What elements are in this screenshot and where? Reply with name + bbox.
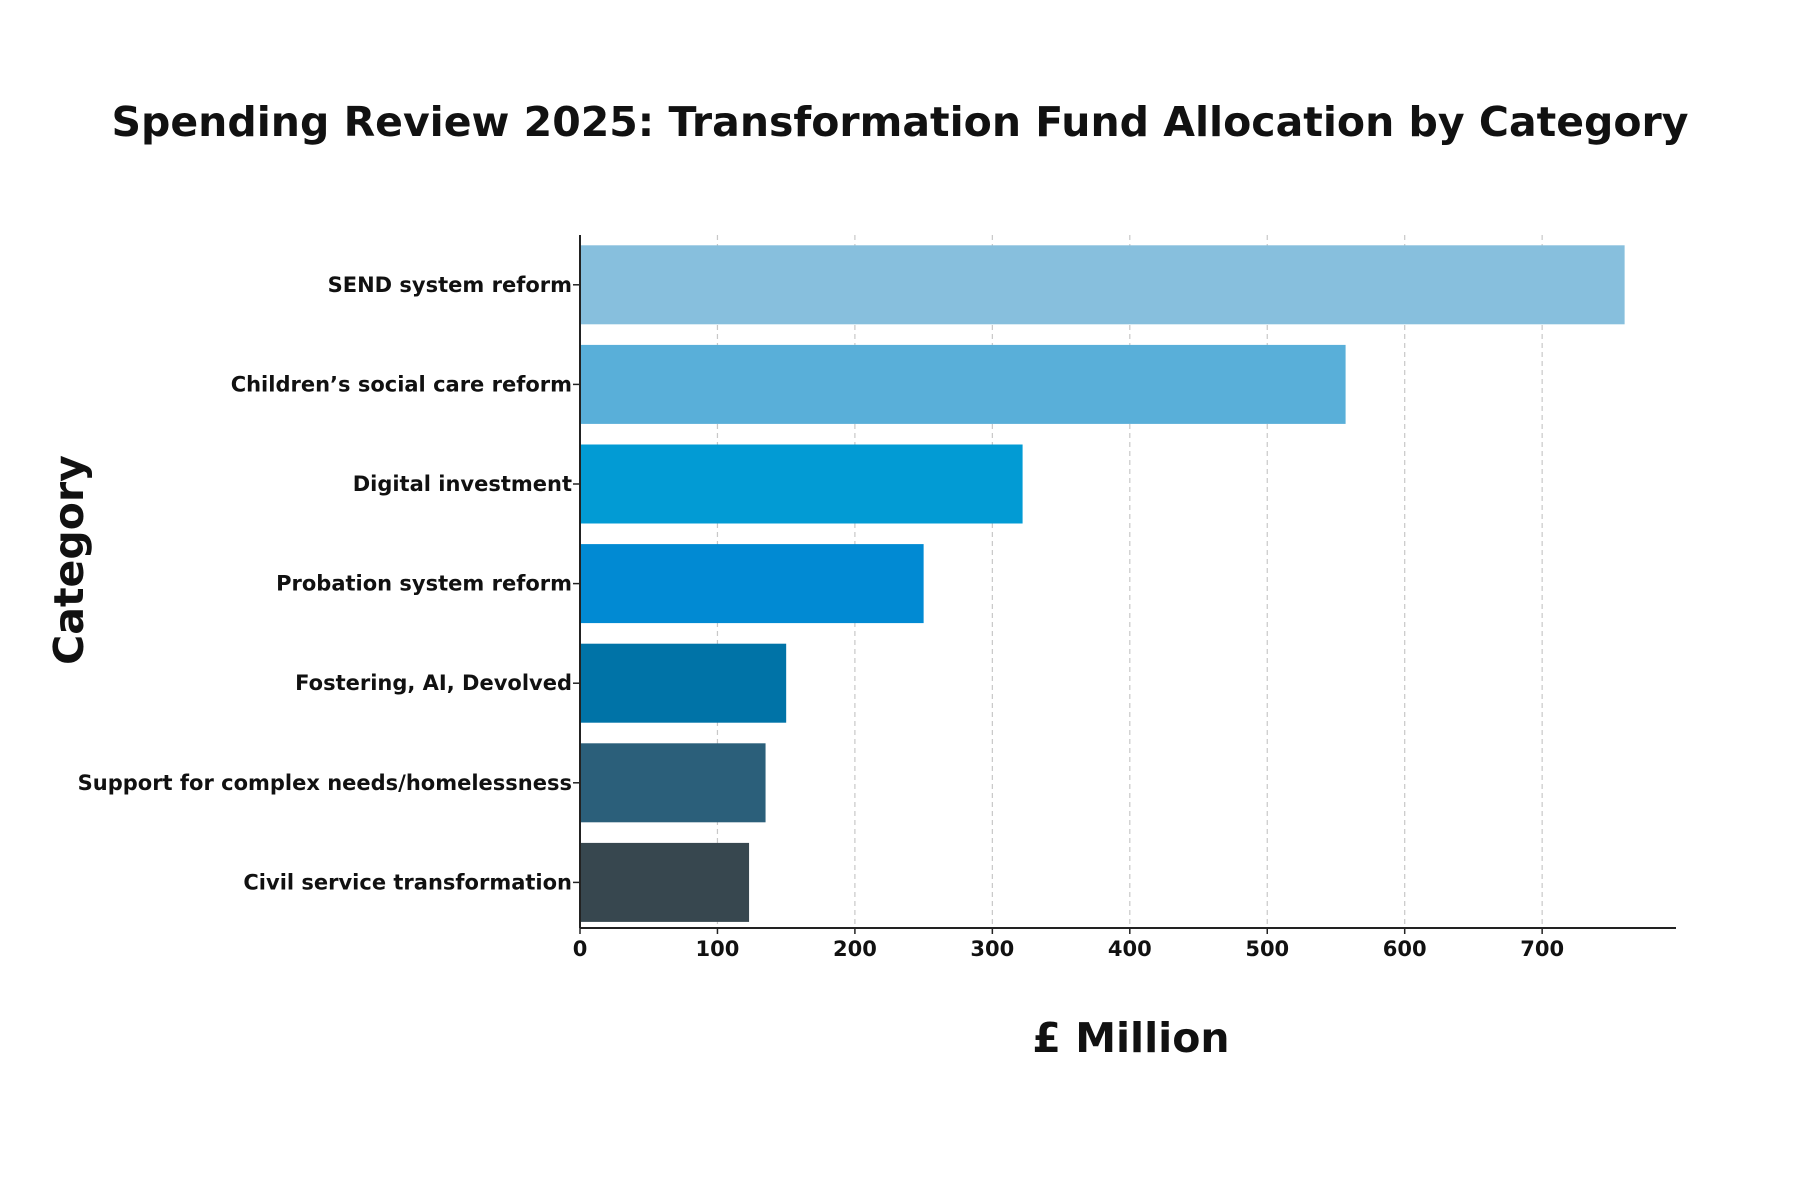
- bar-6: [580, 842, 750, 922]
- bar-4: [580, 643, 787, 723]
- x-tick-label-0: 0: [573, 937, 588, 961]
- x-tick-label-300: 300: [970, 937, 1014, 961]
- bar-5: [580, 743, 766, 823]
- y-tick-label-2: Digital investment: [353, 472, 572, 496]
- y-tick-label-1: Children’s social care reform: [231, 372, 572, 396]
- y-tick-label-6: Civil service transformation: [243, 870, 572, 894]
- bar-1: [580, 344, 1346, 424]
- x-tick-label-500: 500: [1245, 937, 1289, 961]
- chart-title: Spending Review 2025: Transformation Fun…: [111, 98, 1688, 146]
- x-tick-label-700: 700: [1520, 937, 1564, 961]
- x-tick-label-400: 400: [1108, 937, 1152, 961]
- x-axis-label: £ Million: [1032, 1014, 1229, 1062]
- y-tick-labels: SEND system reform Children’s social care…: [78, 273, 572, 895]
- x-tick-label-600: 600: [1383, 937, 1427, 961]
- axes: [573, 235, 1676, 934]
- bar-3: [580, 544, 924, 624]
- y-tick-label-5: Support for complex needs/homelessness: [78, 771, 572, 795]
- y-tick-label-0: SEND system reform: [328, 273, 572, 297]
- x-tick-label-100: 100: [696, 937, 740, 961]
- y-axis-label: Category: [45, 455, 93, 665]
- bars: [580, 245, 1625, 922]
- y-tick-label-3: Probation system reform: [276, 572, 572, 596]
- x-tick-label-200: 200: [833, 937, 877, 961]
- bar-2: [580, 444, 1023, 524]
- bar-0: [580, 245, 1625, 325]
- x-tick-labels: 0 100 200 300 400 500 600 700: [573, 937, 1564, 961]
- y-tick-label-4: Fostering, AI, Devolved: [295, 671, 572, 695]
